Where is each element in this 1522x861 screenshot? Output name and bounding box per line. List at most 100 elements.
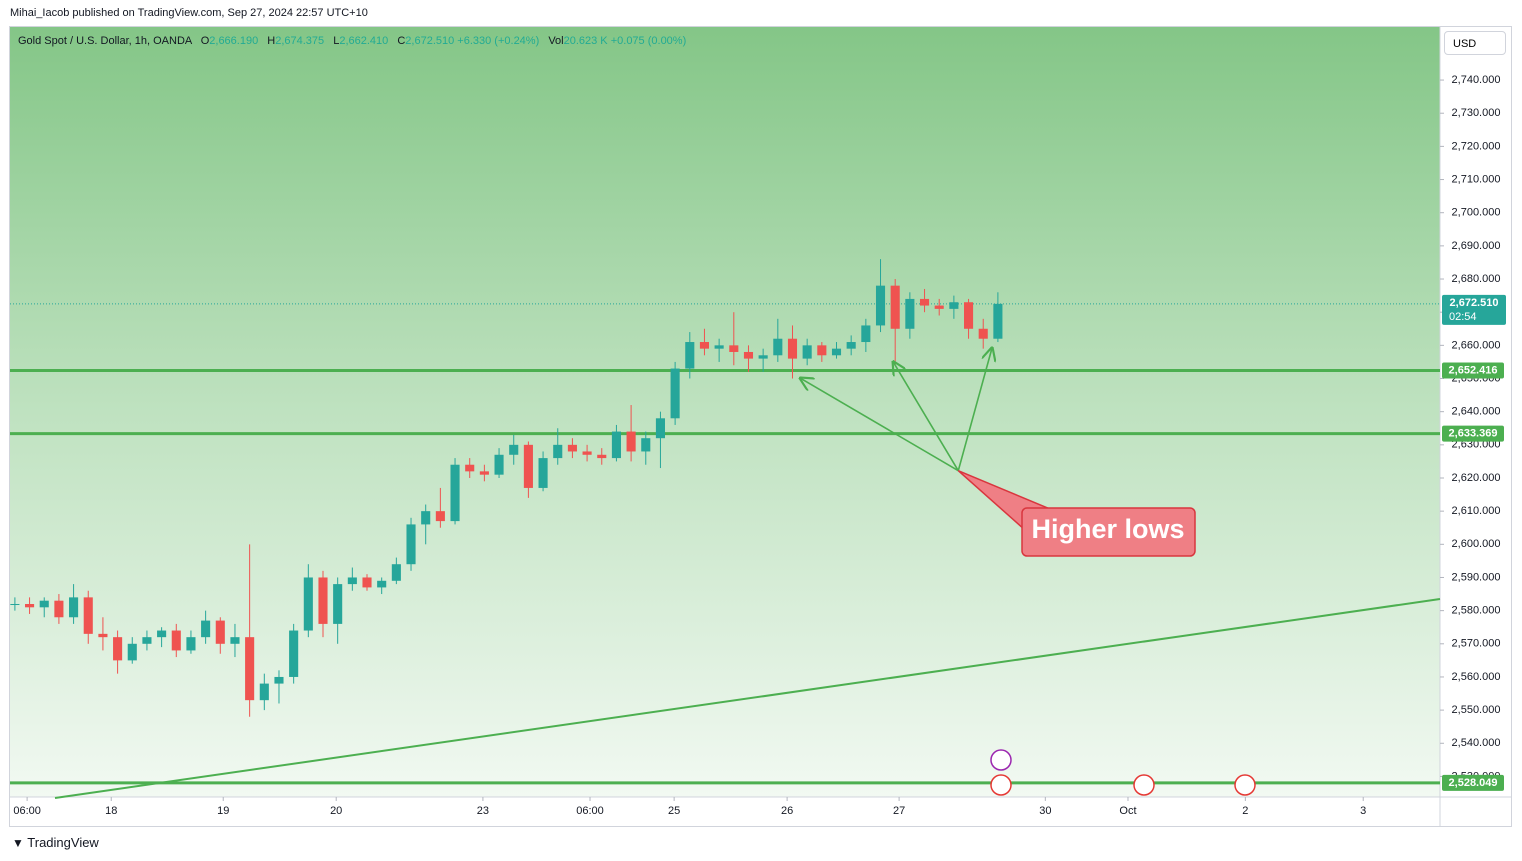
candle-body: [377, 580, 387, 588]
candle-body: [230, 637, 240, 644]
legend-value: 2,674.375: [275, 35, 325, 47]
candle-body: [861, 325, 871, 343]
y-tick-label: 2,690.000: [1452, 240, 1501, 252]
x-tick-label: 26: [781, 805, 793, 817]
x-tick-label: 2: [1242, 805, 1248, 817]
candle-body: [582, 451, 592, 455]
legend-value: 20.623 K: [563, 35, 608, 47]
candle-body: [978, 328, 988, 339]
arrow: [800, 378, 959, 472]
candle-body: [333, 584, 343, 624]
last-price-label: 2,672.510: [1450, 297, 1499, 309]
price-axis-background: [1440, 27, 1512, 797]
level-tag-label: 2,652.416: [1449, 364, 1498, 376]
candle-body: [421, 511, 431, 525]
candle-body: [699, 342, 710, 349]
candle-body: [171, 630, 181, 651]
x-tick-label: 23: [477, 805, 489, 817]
trendline: [54, 598, 1441, 799]
symbol: Gold Spot / U.S. Dollar, 1h, OANDA: [18, 35, 192, 47]
event-icon[interactable]: [1234, 774, 1256, 796]
x-tick-label: 18: [105, 805, 117, 817]
candle-body: [905, 298, 915, 329]
publisher: Mihai_Iacob published on TradingView.com…: [10, 7, 368, 19]
y-tick-label: 2,580.000: [1452, 605, 1501, 617]
event-icon[interactable]: [990, 749, 1012, 771]
candle-body: [54, 600, 64, 618]
candle-body: [83, 597, 93, 634]
candle-body: [743, 351, 754, 359]
candle-body: [215, 620, 225, 644]
y-tick-label: 2,630.000: [1452, 439, 1501, 451]
candle-body: [10, 604, 20, 606]
y-tick-label: 2,550.000: [1452, 704, 1501, 716]
level-tag: [1442, 774, 1504, 791]
candle-body: [347, 577, 357, 585]
legend: Gold Spot / U.S. Dollar, 1h, OANDA O2,66…: [18, 35, 686, 47]
callout-text: Higher lows: [1031, 514, 1184, 544]
y-tick-label: 2,600.000: [1452, 538, 1501, 550]
y-tick-label: 2,680.000: [1452, 273, 1501, 285]
candle-body: [25, 604, 35, 608]
x-tick-label: Oct: [1119, 805, 1136, 817]
candle-body: [890, 285, 900, 329]
y-tick-label: 2,700.000: [1452, 207, 1501, 219]
level-tag: [1442, 425, 1504, 442]
candle-body: [69, 597, 79, 618]
y-tick-label: 2,540.000: [1452, 737, 1501, 749]
callout-box: [1021, 507, 1196, 557]
candle-body: [98, 633, 108, 638]
plot: [10, 259, 1441, 799]
candle-body: [846, 342, 856, 349]
events: [990, 749, 1256, 796]
candle-body: [362, 577, 372, 588]
legend-value: 2,662.410: [339, 35, 389, 47]
candle-body: [289, 630, 299, 677]
event-icon[interactable]: [990, 774, 1012, 796]
x-tick-label: 19: [217, 805, 229, 817]
candle-body: [201, 620, 211, 638]
candle-body: [817, 345, 827, 356]
candle-body: [318, 577, 328, 624]
x-tick-label: 30: [1039, 805, 1051, 817]
currency-button[interactable]: USD: [1444, 31, 1506, 55]
y-tick-label: 2,620.000: [1452, 472, 1501, 484]
candle-body: [714, 345, 724, 349]
y-tick-label: 2,610.000: [1452, 505, 1501, 517]
candle-body: [245, 637, 255, 701]
y-tick-label: 2,640.000: [1452, 406, 1501, 418]
last-price-tag: [1442, 294, 1506, 325]
y-tick-label: 2,660.000: [1452, 339, 1501, 351]
candle-body: [127, 643, 137, 661]
y-tick-label: 2,590.000: [1452, 571, 1501, 583]
candle-body: [964, 302, 974, 329]
candle-body: [157, 630, 167, 638]
candle-body: [641, 438, 651, 452]
event-icon[interactable]: [1133, 774, 1155, 796]
y-tick-label: 2,730.000: [1452, 107, 1501, 119]
x-tick-label: 25: [668, 805, 680, 817]
legend-key: H: [267, 35, 276, 47]
legend-key: C: [397, 35, 406, 47]
candle-body: [553, 444, 563, 459]
frame: [9, 26, 1512, 827]
y-tick-label: 2,560.000: [1452, 671, 1501, 683]
candle-body: [567, 444, 577, 452]
y-tick-label: 2,740.000: [1452, 74, 1501, 86]
candle-body: [509, 444, 519, 455]
candle-body: [934, 305, 944, 309]
candle-body: [670, 368, 680, 419]
candle-body: [435, 511, 445, 522]
candle-body: [875, 285, 886, 326]
candle-body: [802, 345, 812, 359]
candle-body: [611, 431, 621, 459]
legend-key: O: [200, 35, 210, 47]
legend-value: +0.075 (0.00%): [610, 35, 687, 47]
candle-body: [787, 338, 798, 359]
candle-body: [142, 637, 152, 644]
candle-body: [538, 458, 548, 488]
legend-value: 2,666.190: [209, 35, 259, 47]
candle-body: [465, 464, 475, 472]
plot-background: [10, 27, 1440, 797]
